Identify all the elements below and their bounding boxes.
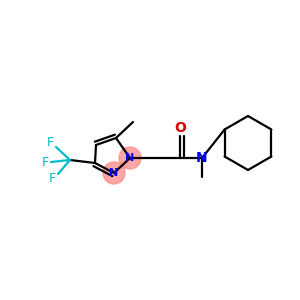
Text: N: N xyxy=(125,153,135,163)
Text: F: F xyxy=(41,155,49,169)
Text: F: F xyxy=(46,136,54,149)
Circle shape xyxy=(119,147,141,169)
Text: N: N xyxy=(196,151,208,165)
Text: N: N xyxy=(110,168,118,178)
Circle shape xyxy=(103,162,125,184)
Text: F: F xyxy=(48,172,56,184)
Text: O: O xyxy=(174,121,186,135)
